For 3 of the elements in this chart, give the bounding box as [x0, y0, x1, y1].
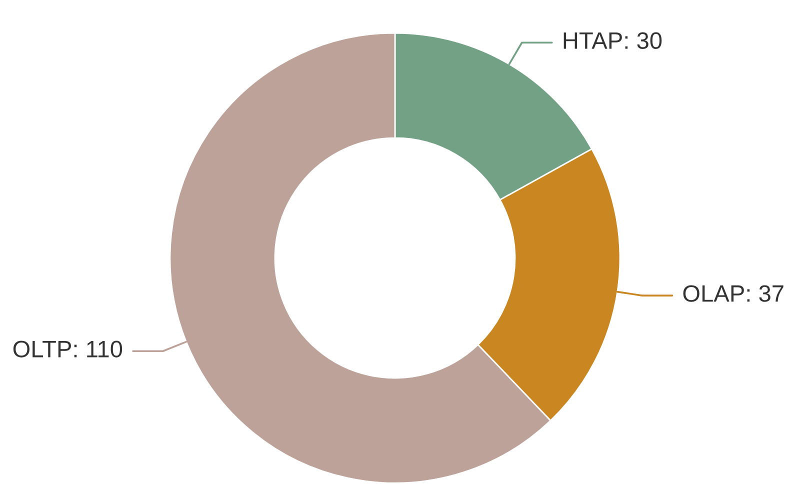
slice-label: OLAP: 37 — [683, 285, 784, 302]
slice-label: OLTP: 110 — [13, 340, 122, 358]
slice-label: HTAP: 30 — [564, 32, 662, 49]
